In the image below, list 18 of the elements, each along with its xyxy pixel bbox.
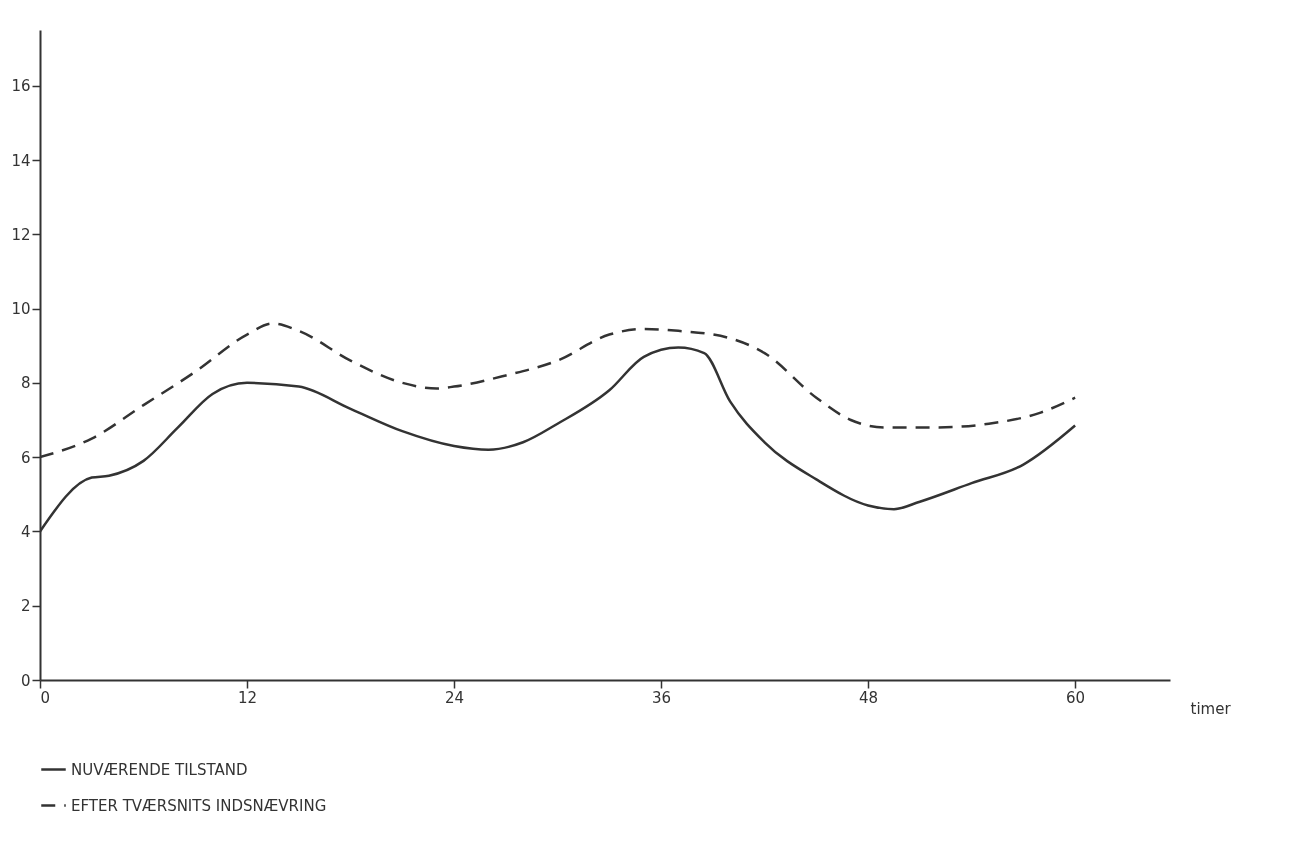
x-tick-label: 36	[652, 688, 672, 707]
y-tick-label: 4	[20, 522, 31, 541]
y-tick-label: 6	[20, 448, 31, 467]
x-tick-label: 60	[1066, 688, 1086, 707]
y-tick-label: 14	[11, 151, 31, 170]
y-tick-label: 2	[20, 597, 31, 616]
y-tick-label: 16	[11, 77, 31, 96]
x-tick-label: 24	[445, 688, 465, 707]
x-axis-title: timer	[1190, 699, 1232, 718]
y-tick-label: 8	[20, 374, 31, 393]
y-tick-label: 12	[11, 225, 31, 244]
x-tick-label: 12	[237, 688, 258, 707]
y-tick-label: 0	[20, 671, 31, 690]
y-tick-label: 10	[11, 300, 31, 319]
legend-label: EFTER TVÆRSNITS INDSNÆVRING	[71, 796, 327, 815]
legend-label: NUVÆRENDE TILSTAND	[71, 760, 248, 779]
x-tick-label: 48	[859, 688, 879, 707]
x-tick-label: 0	[40, 688, 51, 707]
